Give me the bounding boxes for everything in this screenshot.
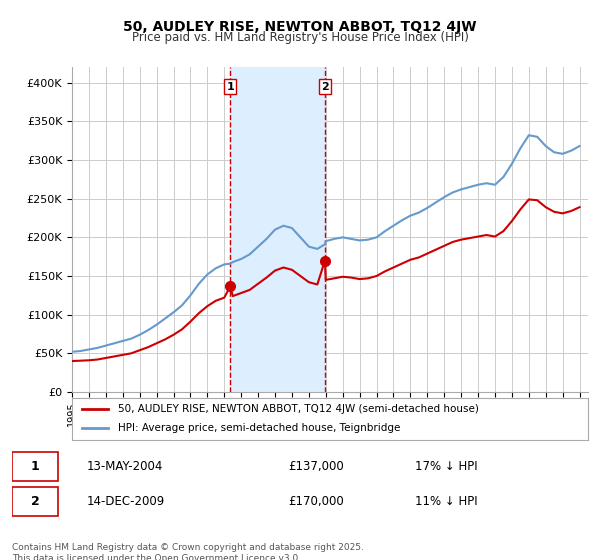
Text: Contains HM Land Registry data © Crown copyright and database right 2025.
This d: Contains HM Land Registry data © Crown c… — [12, 543, 364, 560]
Text: 50, AUDLEY RISE, NEWTON ABBOT, TQ12 4JW (semi-detached house): 50, AUDLEY RISE, NEWTON ABBOT, TQ12 4JW … — [118, 404, 479, 414]
Text: Price paid vs. HM Land Registry's House Price Index (HPI): Price paid vs. HM Land Registry's House … — [131, 31, 469, 44]
FancyBboxPatch shape — [12, 452, 58, 482]
Text: 13-MAY-2004: 13-MAY-2004 — [87, 460, 163, 473]
Text: 1: 1 — [31, 460, 40, 473]
Text: £137,000: £137,000 — [289, 460, 344, 473]
Text: 2: 2 — [31, 494, 40, 508]
Text: 14-DEC-2009: 14-DEC-2009 — [87, 494, 165, 508]
FancyBboxPatch shape — [12, 487, 58, 516]
Text: 50, AUDLEY RISE, NEWTON ABBOT, TQ12 4JW: 50, AUDLEY RISE, NEWTON ABBOT, TQ12 4JW — [123, 20, 477, 34]
Text: 11% ↓ HPI: 11% ↓ HPI — [415, 494, 478, 508]
Text: 1: 1 — [226, 82, 234, 91]
Bar — [230, 67, 325, 392]
Text: 17% ↓ HPI: 17% ↓ HPI — [415, 460, 478, 473]
Text: 2: 2 — [321, 82, 329, 91]
Text: £170,000: £170,000 — [289, 494, 344, 508]
Text: HPI: Average price, semi-detached house, Teignbridge: HPI: Average price, semi-detached house,… — [118, 423, 401, 433]
